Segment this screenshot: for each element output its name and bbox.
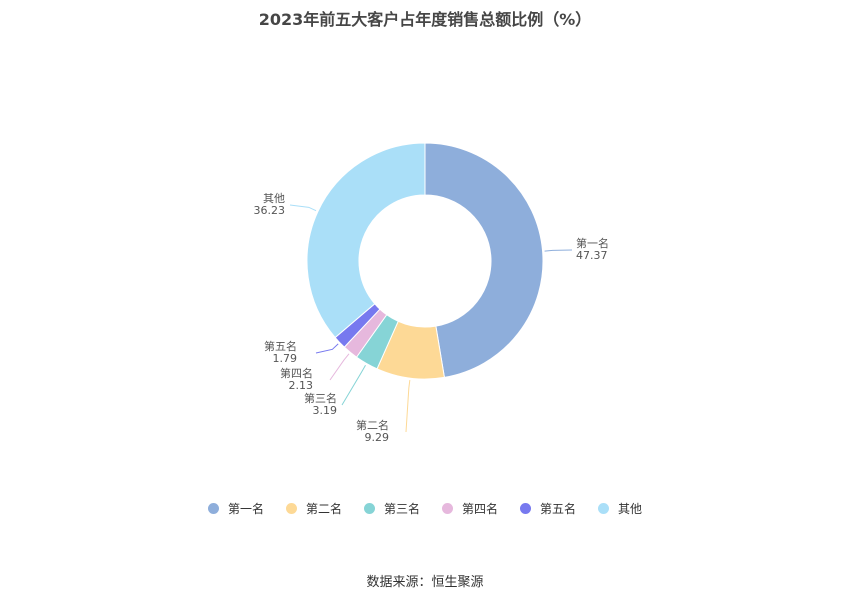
leader-lines-group [289,204,573,433]
slice-label-name-1: 第一名 [576,236,609,250]
slice-label-name-5: 第五名 [264,339,297,353]
slice-label-value-6: 36.23 [254,204,286,217]
legend-item-5[interactable]: 第五名 [520,500,576,517]
chart-title: 2023年前五大客户占年度销售总额比例（%） [258,10,592,29]
slice-label-value-4: 2.13 [289,379,314,392]
leader-line-5 [315,343,339,354]
legend: 第一名 第二名 第三名 第四名 第五名 其他 [0,500,850,517]
legend-item-3[interactable]: 第三名 [363,500,420,517]
leader-line-2 [405,379,411,433]
slice-label-value-3: 3.19 [313,404,338,417]
legend-marker [285,503,297,514]
slices-group [306,142,544,380]
legend-marker [442,503,453,514]
legend-label: 其他 [618,502,643,516]
legend-marker [520,503,532,514]
legend-marker [363,503,375,514]
leader-line-6 [289,204,317,212]
legend-item-6[interactable]: 其他 [598,500,642,517]
slice-label-value-5: 1.79 [273,352,298,365]
legend-label: 第三名 [383,502,420,516]
legend-item-1[interactable]: 第一名 [207,500,264,517]
legend-label: 第四名 [462,502,499,516]
slice-label-name-2: 第二名 [356,418,389,432]
legend-item-2[interactable]: 第二名 [285,500,342,517]
source-note: 数据来源：恒生聚源 [366,575,484,590]
leader-line-1 [544,249,573,252]
slice-label-name-6: 其他 [263,192,285,205]
legend-label: 第五名 [540,502,577,516]
legend-item-4[interactable]: 第四名 [442,500,498,517]
legend-marker [207,503,219,514]
leader-line-3 [341,364,366,406]
slice-label-value-2: 9.29 [365,431,390,444]
legend-label: 第二名 [305,502,342,516]
slice-1[interactable] [424,142,544,378]
leader-line-4 [329,353,350,381]
slice-label-name-3: 第三名 [304,391,337,405]
legend-label: 第一名 [227,502,264,516]
slice-6[interactable] [306,142,426,339]
legend-marker [598,503,610,514]
slice-label-value-1: 47.37 [576,249,608,262]
slice-label-name-4: 第四名 [280,366,313,380]
